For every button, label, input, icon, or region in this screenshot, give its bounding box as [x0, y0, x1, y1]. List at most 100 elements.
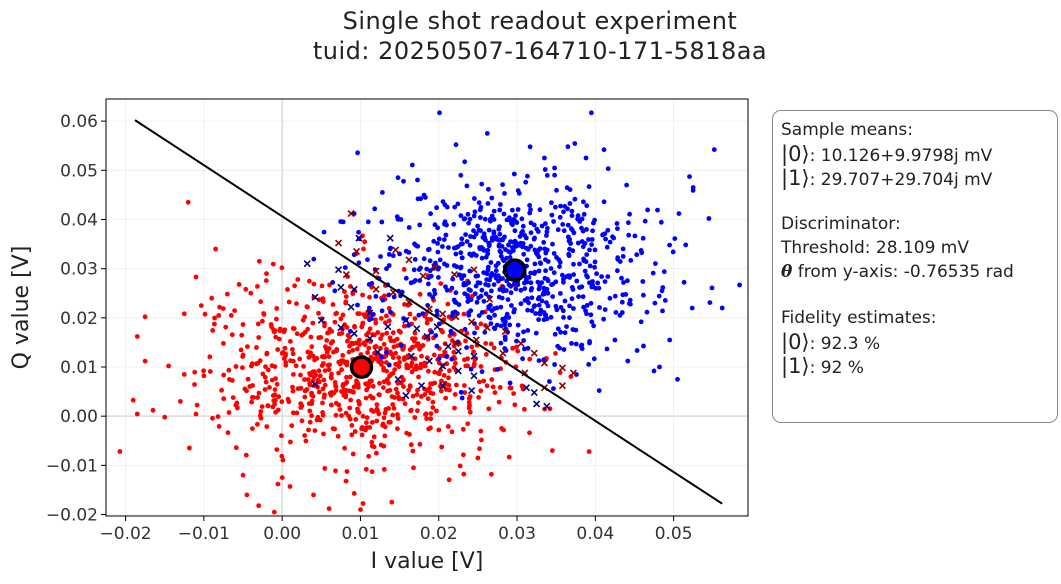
- data-point: [201, 368, 207, 374]
- data-point: [212, 321, 217, 327]
- data-point: [420, 311, 426, 317]
- data-point: [269, 363, 275, 369]
- data-point: [384, 313, 389, 319]
- data-point: [483, 341, 489, 346]
- data-point: [321, 229, 327, 235]
- misclassified-point: [372, 285, 380, 293]
- data-point: [290, 388, 296, 394]
- data-point: [339, 413, 344, 418]
- y-tick-label: 0.04: [60, 210, 98, 230]
- data-point: [508, 239, 513, 245]
- data-point: [240, 354, 246, 359]
- data-point: [482, 216, 488, 222]
- data-point: [362, 239, 368, 245]
- data-point: [134, 411, 140, 417]
- data-point: [449, 285, 455, 291]
- data-point: [328, 392, 334, 398]
- data-point: [463, 338, 468, 344]
- data-point: [422, 362, 427, 368]
- data-point: [226, 410, 232, 415]
- data-point: [547, 379, 552, 384]
- data-point: [227, 377, 232, 382]
- data-point: [592, 259, 598, 265]
- data-point: [308, 372, 313, 378]
- data-point: [415, 243, 421, 249]
- data-point: [275, 481, 281, 487]
- data-point: [381, 365, 386, 371]
- data-point: [347, 405, 353, 411]
- mean-1-line: |1⟩: 29.707+29.704j mV: [781, 166, 1049, 190]
- data-point: [288, 358, 293, 364]
- data-point: [419, 353, 424, 359]
- data-point: [372, 356, 378, 362]
- data-point: [558, 305, 564, 310]
- data-point: [468, 308, 474, 314]
- data-point: [477, 446, 482, 452]
- data-point: [500, 288, 506, 294]
- data-point: [558, 291, 563, 296]
- data-point: [589, 319, 595, 325]
- y-tick-label: −0.01: [46, 456, 98, 476]
- data-point: [498, 249, 504, 255]
- data-point: [541, 240, 547, 245]
- data-point: [529, 295, 535, 301]
- data-point: [303, 438, 309, 444]
- data-point: [615, 226, 620, 232]
- misclassified-point: [402, 316, 410, 324]
- data-point: [454, 382, 459, 388]
- data-point: [425, 396, 431, 402]
- data-point: [340, 382, 346, 387]
- theta-line: θ from y-axis: -0.76535 rad: [781, 260, 1049, 284]
- data-point: [476, 379, 482, 385]
- data-point: [502, 322, 507, 327]
- data-point: [587, 280, 592, 286]
- data-point: [403, 275, 409, 281]
- data-point: [272, 387, 278, 392]
- data-point: [365, 257, 370, 263]
- data-point: [401, 384, 406, 389]
- data-point: [604, 244, 610, 250]
- data-point: [619, 275, 624, 281]
- data-point: [510, 345, 515, 351]
- data-point: [343, 478, 349, 484]
- data-point: [386, 419, 392, 425]
- data-point: [209, 295, 215, 301]
- data-point: [295, 277, 301, 282]
- data-point: [321, 431, 326, 437]
- data-point: [531, 236, 537, 242]
- data-point: [398, 217, 404, 222]
- data-point: [262, 374, 268, 380]
- data-point: [499, 295, 505, 301]
- data-point: [411, 267, 417, 273]
- data-point: [472, 330, 477, 336]
- data-point: [525, 345, 531, 351]
- data-point: [333, 412, 339, 418]
- data-point: [322, 353, 327, 359]
- data-point: [207, 369, 213, 374]
- misclassified-point: [337, 324, 345, 332]
- misclassified-point: [452, 339, 460, 347]
- data-point: [432, 380, 438, 386]
- data-point: [407, 383, 413, 389]
- data-point: [365, 219, 371, 225]
- data-point: [672, 236, 678, 242]
- data-point: [458, 172, 464, 178]
- data-point: [401, 267, 407, 272]
- data-point: [377, 392, 382, 398]
- data-point: [428, 273, 434, 279]
- data-point: [364, 415, 370, 420]
- data-point: [422, 392, 428, 397]
- data-point: [580, 294, 586, 300]
- data-point: [592, 264, 597, 270]
- data-point: [640, 235, 646, 241]
- data-point: [591, 323, 596, 329]
- misclassified-point: [533, 400, 541, 408]
- data-point: [471, 213, 477, 219]
- data-point: [520, 241, 526, 246]
- ket-0-label: |0⟩: [781, 142, 810, 166]
- data-point: [496, 243, 502, 249]
- misclassified-point: [423, 332, 431, 341]
- data-point: [356, 229, 361, 235]
- data-point: [389, 394, 395, 399]
- data-point: [142, 358, 148, 364]
